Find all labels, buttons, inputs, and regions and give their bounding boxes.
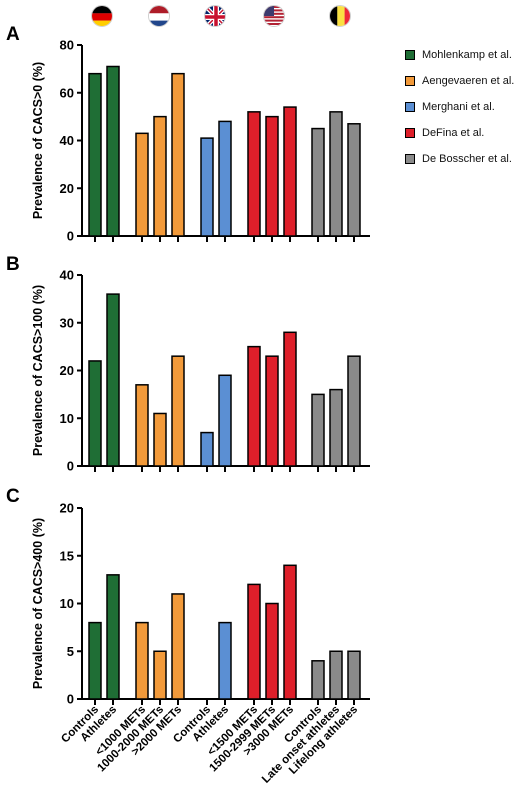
chart-legend: Mohlenkamp et al. Aengevaeren et al. Mer… xyxy=(405,42,514,172)
y-tick-label: 10 xyxy=(60,411,74,426)
bar xyxy=(265,115,279,237)
y-tick-label: 0 xyxy=(67,692,74,707)
bar xyxy=(247,345,261,467)
bar xyxy=(283,331,297,467)
bar xyxy=(106,65,120,237)
legend-item: Merghani et al. xyxy=(405,94,514,120)
bar xyxy=(200,431,214,467)
legend-label: Merghani et al. xyxy=(422,101,495,113)
bar xyxy=(247,583,261,700)
y-axis-label: Prevalence of CACS>400 (%) xyxy=(31,518,45,689)
y-tick-label: 20 xyxy=(60,181,74,196)
bar xyxy=(171,355,185,467)
bar xyxy=(218,621,232,700)
bar xyxy=(135,621,149,700)
bar xyxy=(347,123,361,237)
bar xyxy=(283,564,297,700)
panel-label: B xyxy=(6,254,20,275)
bar xyxy=(283,106,297,237)
bar xyxy=(347,355,361,467)
y-tick-label: 40 xyxy=(60,268,74,283)
panel-label: A xyxy=(6,24,20,45)
bar xyxy=(329,111,343,237)
y-axis-label: Prevalence of CACS>0 (%) xyxy=(31,62,45,219)
bar xyxy=(311,660,325,700)
belgium-flag-icon xyxy=(329,5,351,27)
bar xyxy=(171,72,185,237)
legend-swatch xyxy=(405,154,415,164)
y-tick-label: 5 xyxy=(67,644,74,659)
legend-item: Mohlenkamp et al. xyxy=(405,42,514,68)
bar xyxy=(329,650,343,700)
bar xyxy=(153,115,167,237)
bar xyxy=(265,602,279,700)
y-tick-label: 60 xyxy=(60,85,74,100)
y-tick-label: 15 xyxy=(60,548,74,563)
chart-panel-b: B Prevalence of CACS>100 (%) 0 10 20 30 40 xyxy=(6,254,370,474)
bar xyxy=(88,360,102,467)
bar xyxy=(311,393,325,467)
bar xyxy=(106,293,120,467)
bar xyxy=(311,127,325,237)
y-tick-label: 10 xyxy=(60,596,74,611)
y-tick-label: 0 xyxy=(67,229,74,244)
y-tick-label: 20 xyxy=(60,501,74,516)
bar xyxy=(153,412,167,467)
bar xyxy=(171,593,185,700)
bar xyxy=(247,111,261,237)
legend-item: DeFina et al. xyxy=(405,120,514,146)
chart-panel-a: A Prevalence of CACS>0 (%) 0 20 40 60 80 xyxy=(6,24,370,244)
netherlands-flag-icon xyxy=(148,5,170,27)
y-tick-label: 20 xyxy=(60,363,74,378)
legend-swatch xyxy=(405,76,415,86)
y-tick-label: 40 xyxy=(60,133,74,148)
bar xyxy=(135,384,149,467)
legend-swatch xyxy=(405,128,415,138)
legend-label: DeFina et al. xyxy=(422,127,485,139)
bar xyxy=(88,621,102,700)
legend-label: Aengevaeren et al. xyxy=(422,75,515,87)
germany-flag-icon xyxy=(91,5,113,27)
bar xyxy=(88,72,102,237)
legend-swatch xyxy=(405,102,415,112)
bar xyxy=(347,650,361,700)
legend-label: Mohlenkamp et al. xyxy=(422,49,512,61)
legend-item: Aengevaeren et al. xyxy=(405,68,514,94)
legend-label: De Bosscher et al. xyxy=(422,153,512,165)
bar xyxy=(153,650,167,700)
y-tick-label: 0 xyxy=(67,459,74,474)
bar xyxy=(135,132,149,237)
panel-label: C xyxy=(6,486,20,507)
bar xyxy=(329,388,343,467)
y-axis-label: Prevalence of CACS>100 (%) xyxy=(31,285,45,456)
bar xyxy=(218,374,232,467)
bar xyxy=(200,137,214,237)
uk-flag-icon xyxy=(204,5,226,27)
y-tick-label: 80 xyxy=(60,38,74,53)
bar xyxy=(218,120,232,237)
bar xyxy=(106,574,120,700)
legend-swatch xyxy=(405,50,415,60)
legend-item: De Bosscher et al. xyxy=(405,146,514,172)
y-tick-label: 30 xyxy=(60,315,74,330)
usa-flag-icon xyxy=(263,5,285,27)
bar xyxy=(265,355,279,467)
